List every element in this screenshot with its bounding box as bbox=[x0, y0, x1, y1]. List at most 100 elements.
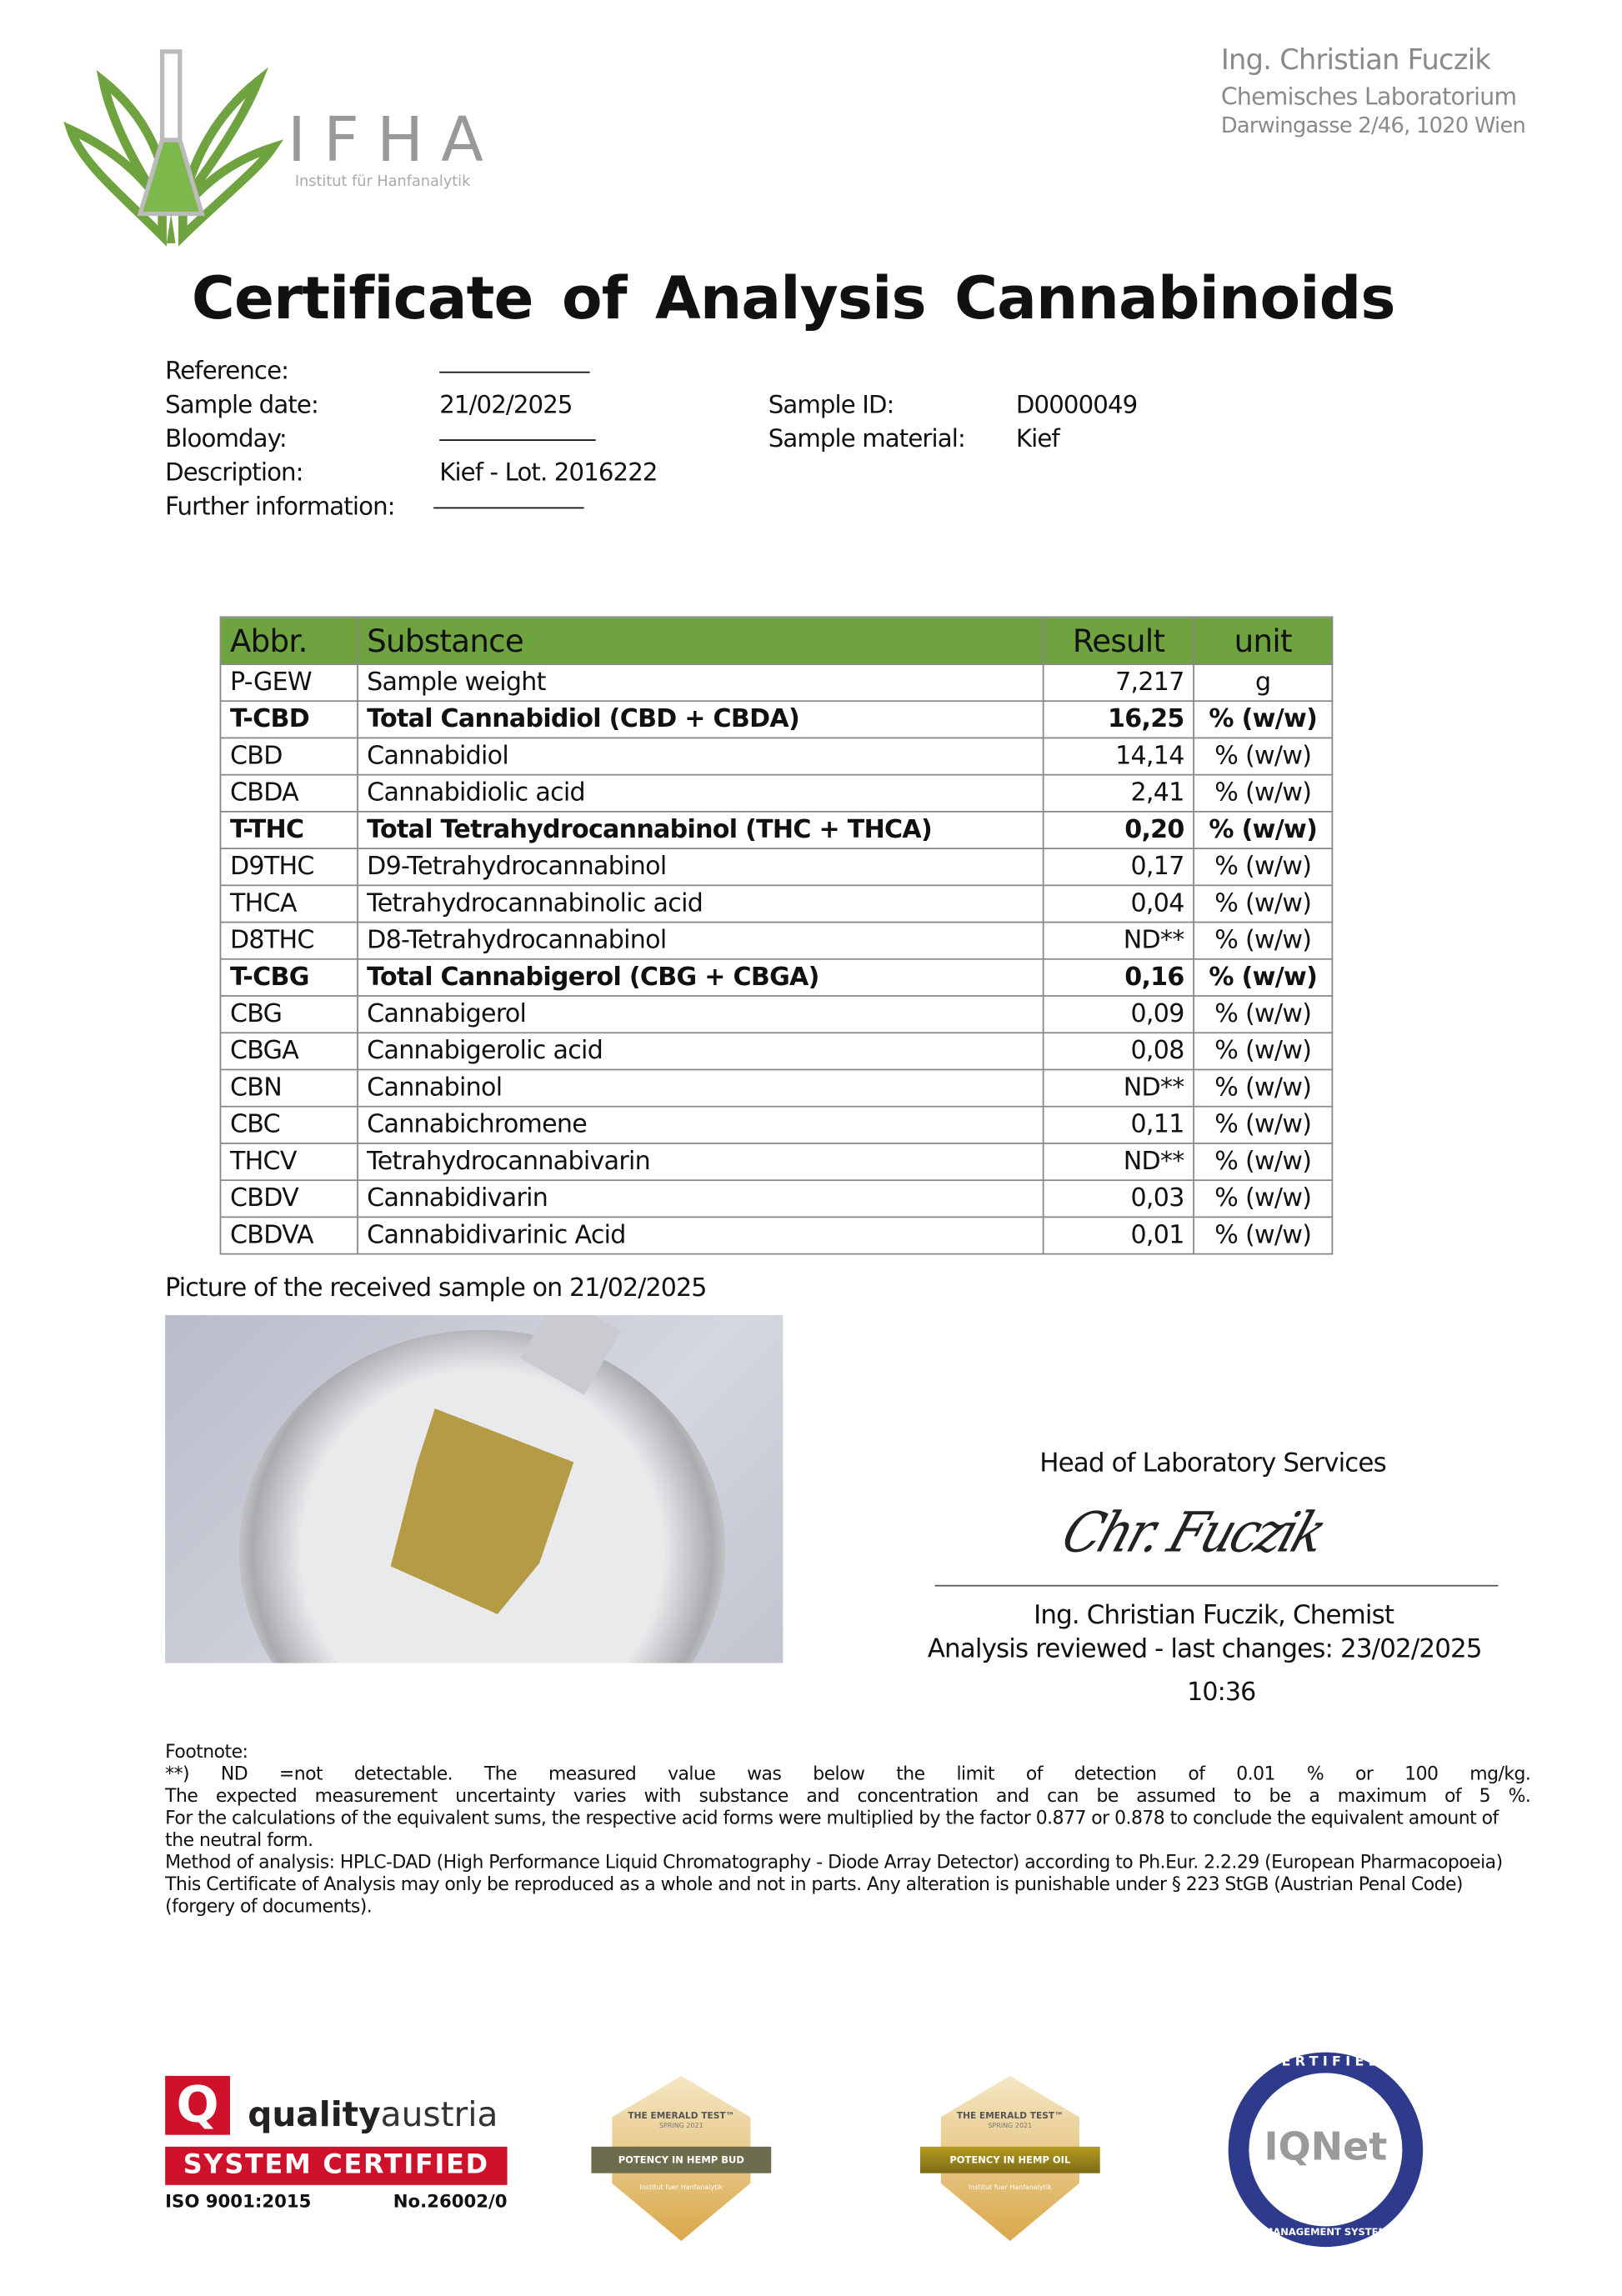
cell-substance: Cannabidivarin bbox=[356, 1179, 1044, 1218]
emerald1-title: THE EMERALD TEST™ bbox=[628, 2111, 735, 2122]
cell-abbr: T-CBD bbox=[219, 700, 358, 739]
cell-abbr: CBGA bbox=[219, 1032, 358, 1071]
cell-unit: % (w/w) bbox=[1193, 995, 1334, 1034]
col-abbr: Abbr. bbox=[219, 616, 358, 665]
emerald1-band: POTENCY IN HEMP BUD bbox=[591, 2146, 772, 2173]
table-row: CBDV Cannabidivarin 0,03% (w/w) bbox=[219, 1179, 1334, 1218]
table-row: CBGA Cannabigerolic acid 0,08% (w/w) bbox=[219, 1032, 1334, 1071]
sample-material-label: Sample material: bbox=[768, 424, 966, 453]
emerald2-band: POTENCY IN HEMP OIL bbox=[919, 2146, 1100, 2173]
cell-substance: Total Tetrahydrocannabinol (THC + THCA) bbox=[356, 811, 1044, 850]
emerald2-org: Institut fuer Hanfanalytik bbox=[968, 2184, 1052, 2193]
iqnet-top-text: CERTIFIED bbox=[1267, 2055, 1384, 2070]
table-row: T-CBD Total Cannabidiol (CBD + CBDA) 16,25… bbox=[219, 700, 1334, 739]
table-row: CBG Cannabigerol 0,09% (w/w) bbox=[219, 995, 1334, 1034]
col-result: Result bbox=[1043, 616, 1195, 665]
footnote-nd: **) ND =not detectable. The measured val… bbox=[165, 1762, 1531, 1784]
footnote-label: Footnote: bbox=[165, 1739, 248, 1763]
cell-result: 0,11 bbox=[1043, 1105, 1195, 1144]
bloomday-label: Bloomday: bbox=[165, 424, 288, 453]
cell-abbr: CBG bbox=[219, 995, 358, 1034]
emerald2-title: THE EMERALD TEST™ bbox=[956, 2111, 1064, 2122]
emerald1-season: SPRING 2021 bbox=[658, 2123, 703, 2131]
cell-result: 0,04 bbox=[1043, 884, 1195, 923]
quality-austria-badge: Q qualityaustria SYSTEM CERTIFIED ISO 90… bbox=[165, 2075, 508, 2212]
description-label: Description: bbox=[165, 458, 303, 487]
review-time: 10:36 bbox=[1187, 1678, 1256, 1708]
header-name: Ing. Christian Fuczik bbox=[1220, 44, 1491, 77]
table-row: CBC Cannabichromene 0,11% (w/w) bbox=[219, 1105, 1334, 1144]
qa-brand: quality bbox=[248, 2096, 381, 2135]
cell-abbr: T-THC bbox=[219, 811, 358, 850]
cell-abbr: D9THC bbox=[219, 848, 358, 887]
q-logo-icon: Q bbox=[165, 2075, 230, 2135]
cell-unit: % (w/w) bbox=[1193, 1216, 1334, 1255]
page-title: Certificate of Analysis Cannabinoids bbox=[191, 265, 1396, 333]
cell-abbr: CBDV bbox=[219, 1179, 358, 1218]
cell-substance: Tetrahydrocannabinolic acid bbox=[356, 884, 1044, 923]
cell-unit: g bbox=[1193, 663, 1334, 703]
sample-material-value: Kief bbox=[1015, 424, 1060, 453]
qa-banner: SYSTEM CERTIFIED bbox=[165, 2146, 508, 2185]
description-value: Kief - Lot. 2016222 bbox=[439, 458, 658, 487]
cell-unit: % (w/w) bbox=[1193, 1179, 1334, 1218]
header-address: Darwingasse 2/46, 1020 Wien bbox=[1220, 114, 1526, 139]
emerald-test-oil-badge: THE EMERALD TEST™ SPRING 2021 POTENCY IN… bbox=[914, 2075, 1106, 2242]
cell-unit: % (w/w) bbox=[1193, 1032, 1334, 1071]
cell-substance: Total Cannabidiol (CBD + CBDA) bbox=[356, 700, 1044, 739]
cell-unit: % (w/w) bbox=[1193, 921, 1334, 960]
cell-result: ND** bbox=[1043, 921, 1195, 960]
cell-abbr: CBDA bbox=[219, 773, 358, 813]
table-header: Abbr. Substance Result unit bbox=[219, 616, 1334, 665]
logo-text: IFHA bbox=[287, 103, 502, 176]
cell-result: 0,03 bbox=[1043, 1179, 1195, 1218]
emerald-test-bud-badge: THE EMERALD TEST™ SPRING 2021 POTENCY IN… bbox=[585, 2075, 777, 2242]
header-lab: Chemisches Laboratorium bbox=[1220, 83, 1517, 111]
qa-brand-2: austria bbox=[380, 2096, 498, 2135]
ifha-logo: IFHA Institut für Hanfanalytik bbox=[59, 44, 487, 251]
cell-substance: Cannabidiolic acid bbox=[356, 773, 1044, 813]
table-row: THCA Tetrahydrocannabinolic acid 0,04% (w/… bbox=[219, 884, 1334, 923]
cell-unit: % (w/w) bbox=[1193, 884, 1334, 923]
cell-result: 16,25 bbox=[1043, 700, 1195, 739]
further-info-label: Further information: bbox=[165, 492, 395, 521]
cell-result: 0,17 bbox=[1043, 848, 1195, 887]
table-row: THCV Tetrahydrocannabivarin ND**% (w/w) bbox=[219, 1143, 1334, 1182]
cell-unit: % (w/w) bbox=[1193, 737, 1334, 776]
cell-abbr: CBD bbox=[219, 737, 358, 776]
iqnet-badge: CERTIFIED IQNet MANAGEMENT SYSTEM bbox=[1228, 2052, 1424, 2248]
cannabis-flask-icon bbox=[63, 49, 284, 247]
review-date: Analysis reviewed - last changes: 23/02/… bbox=[927, 1634, 1483, 1665]
cell-substance: Cannabichromene bbox=[356, 1105, 1044, 1144]
iqnet-logo-text: IQNet bbox=[1264, 2126, 1388, 2171]
cell-abbr: CBDVA bbox=[219, 1216, 358, 1255]
cell-substance: Cannabigerolic acid bbox=[356, 1032, 1044, 1071]
bloomday-value bbox=[439, 425, 596, 453]
table-row: CBD Cannabidiol 14,14% (w/w) bbox=[219, 737, 1334, 776]
cell-abbr: T-CBG bbox=[219, 958, 358, 997]
cell-unit: % (w/w) bbox=[1193, 811, 1334, 850]
cell-substance: D9-Tetrahydrocannabinol bbox=[356, 848, 1044, 887]
results-table: Abbr. Substance Result unit P-GEW Sample … bbox=[219, 616, 1334, 1255]
cell-abbr: P-GEW bbox=[219, 663, 358, 703]
table-row: T-THC Total Tetrahydrocannabinol (THC + T… bbox=[219, 811, 1334, 850]
cell-substance: Cannabidivarinic Acid bbox=[356, 1216, 1044, 1255]
logo-subtitle: Institut für Hanfanalytik bbox=[294, 173, 471, 191]
cell-unit: % (w/w) bbox=[1193, 1105, 1334, 1144]
col-unit: unit bbox=[1193, 616, 1334, 665]
table-row: CBDA Cannabidiolic acid 2,41% (w/w) bbox=[219, 773, 1334, 813]
cell-substance: Total Cannabigerol (CBG + CBGA) bbox=[356, 958, 1044, 997]
reference-value bbox=[439, 357, 590, 385]
qa-number: No.26002/0 bbox=[393, 2190, 508, 2212]
cell-unit: % (w/w) bbox=[1193, 773, 1334, 813]
table-row: CBN Cannabinol ND**% (w/w) bbox=[219, 1068, 1334, 1108]
table-row: T-CBG Total Cannabigerol (CBG + CBGA) 0,16… bbox=[219, 958, 1334, 997]
emerald2-season: SPRING 2021 bbox=[988, 2123, 1033, 2131]
cell-result: 0,09 bbox=[1043, 995, 1195, 1034]
cell-result: 0,20 bbox=[1043, 811, 1195, 850]
cell-unit: % (w/w) bbox=[1193, 1143, 1334, 1182]
reference-label: Reference: bbox=[165, 357, 289, 385]
footnote-method: Method of analysis: HPLC-DAD (High Perfo… bbox=[165, 1850, 1503, 1873]
signature: Chr. Fuczik bbox=[1054, 1500, 1332, 1566]
cell-result: 7,217 bbox=[1043, 663, 1195, 703]
